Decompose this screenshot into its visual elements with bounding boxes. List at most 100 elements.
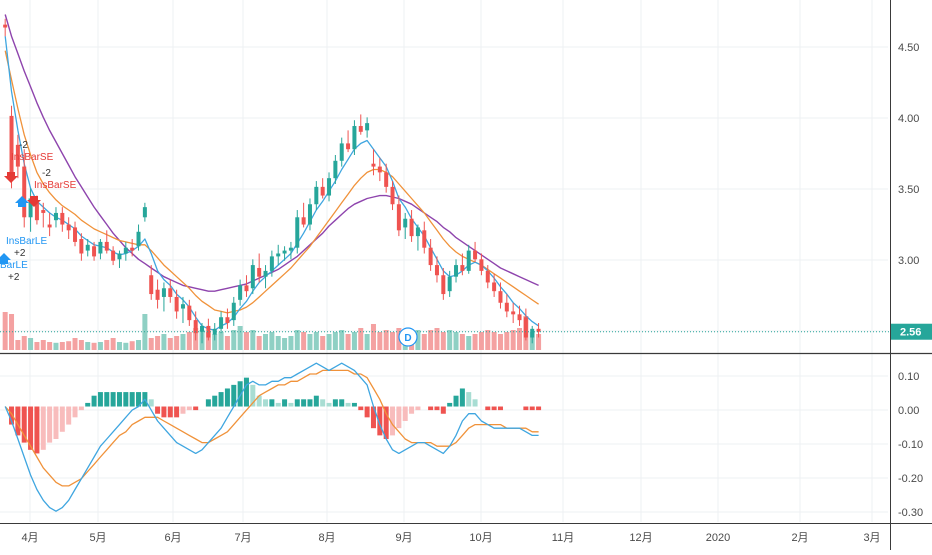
- volume-bar: [390, 332, 396, 350]
- macd-histogram-bar: [66, 406, 72, 425]
- candle-body: [498, 291, 503, 303]
- volume-bar: [136, 340, 142, 350]
- time-tick-label: 7月: [234, 532, 251, 544]
- macd-histogram-bar: [282, 399, 288, 407]
- macd-histogram-bar: [237, 381, 243, 407]
- macd-histogram-bar: [250, 384, 256, 407]
- volume-bar: [78, 340, 84, 350]
- macd-histogram-bar: [364, 406, 370, 418]
- time-tick-label: 9月: [395, 532, 412, 544]
- volume-bar: [161, 334, 167, 350]
- volume-bar: [377, 332, 383, 350]
- candle-body: [79, 239, 84, 254]
- volume-bar: [263, 334, 269, 350]
- last-price-label: 2.56: [900, 327, 921, 339]
- macd-histogram-bar: [332, 399, 338, 407]
- macd-histogram-bar: [523, 406, 529, 411]
- signal-qty: +2: [8, 272, 20, 283]
- candle-body: [485, 270, 490, 283]
- volume-bar: [250, 330, 256, 350]
- candle-body: [422, 230, 427, 248]
- candle-body: [415, 227, 420, 237]
- candle-body: [307, 204, 312, 225]
- macd-histogram-bar: [256, 395, 262, 407]
- candle-body: [200, 325, 205, 332]
- macd-histogram-bar: [129, 392, 135, 407]
- macd-histogram-bar: [155, 406, 161, 414]
- volume-bar: [47, 342, 53, 350]
- candle-body: [257, 267, 262, 277]
- volume-bar: [497, 334, 503, 350]
- candle-body: [136, 231, 141, 247]
- candle-body: [206, 325, 211, 338]
- candle-body: [327, 178, 332, 196]
- candle-body: [276, 253, 281, 257]
- volume-bar: [110, 338, 116, 350]
- candle-body: [365, 123, 370, 131]
- candle-body: [396, 204, 401, 231]
- macd-histogram-bar: [15, 406, 21, 436]
- candle-body: [231, 302, 236, 321]
- macd-histogram-bar: [218, 392, 224, 407]
- volume-bar: [256, 336, 262, 350]
- macd-histogram-bar: [396, 406, 402, 429]
- time-tick-label: 5月: [89, 532, 106, 544]
- volume-bar: [415, 330, 421, 350]
- volume-bar: [332, 332, 338, 350]
- volume-bar: [275, 336, 281, 350]
- volume-bar: [504, 332, 510, 350]
- macd-histogram-bar: [9, 406, 15, 425]
- volume-bar: [2, 312, 8, 350]
- candle-body: [34, 202, 39, 221]
- price-tick-label: 3.50: [898, 184, 919, 196]
- candle-body: [269, 256, 274, 271]
- candle-body: [263, 270, 268, 277]
- macd-histogram-bar: [167, 406, 173, 418]
- time-tick-label: 2020: [706, 532, 730, 544]
- candle-body: [193, 320, 198, 334]
- volume-bar: [517, 328, 523, 350]
- macd-histogram-bar: [212, 395, 218, 407]
- macd-tick-label: -0.20: [898, 473, 923, 485]
- volume-bar: [97, 342, 103, 350]
- volume-bar: [180, 334, 186, 350]
- candle-body: [504, 302, 509, 312]
- macd-histogram-bar: [34, 406, 40, 454]
- macd-histogram-bar: [72, 406, 78, 418]
- volume-bar: [231, 330, 237, 350]
- volume-bar: [167, 338, 173, 350]
- candle-body: [473, 250, 478, 260]
- volume-bar: [421, 334, 427, 350]
- macd-histogram-bar: [536, 406, 542, 411]
- candle-body: [384, 172, 389, 187]
- macd-histogram-bar: [370, 406, 376, 429]
- time-tick-label: 8月: [318, 532, 335, 544]
- volume-bar: [91, 342, 97, 350]
- volume-bar: [104, 340, 110, 350]
- candle-body: [511, 311, 516, 315]
- buy-arrow-icon: [0, 253, 11, 264]
- candle-body: [371, 163, 376, 167]
- last-price-badge: [891, 323, 932, 340]
- macd-histogram-bar: [205, 399, 211, 407]
- candle-body: [142, 207, 147, 218]
- macd-histogram-bar: [59, 406, 65, 432]
- macd-histogram-bar: [491, 406, 497, 411]
- volume-bar: [155, 336, 161, 350]
- macd-histogram-bar: [275, 402, 281, 407]
- candle-body: [212, 328, 217, 335]
- volume-bar: [434, 328, 440, 350]
- volume-bar: [129, 341, 135, 350]
- macd-histogram-bar: [409, 406, 415, 414]
- volume-bar: [85, 342, 91, 350]
- volume-bar: [28, 338, 34, 350]
- macd-histogram-bar: [497, 406, 503, 411]
- candle-body: [53, 212, 58, 221]
- candle-body: [479, 259, 484, 271]
- candle-body: [403, 218, 408, 228]
- candle-body: [73, 227, 78, 242]
- volume-bar: [351, 332, 357, 350]
- candle-body: [111, 250, 116, 261]
